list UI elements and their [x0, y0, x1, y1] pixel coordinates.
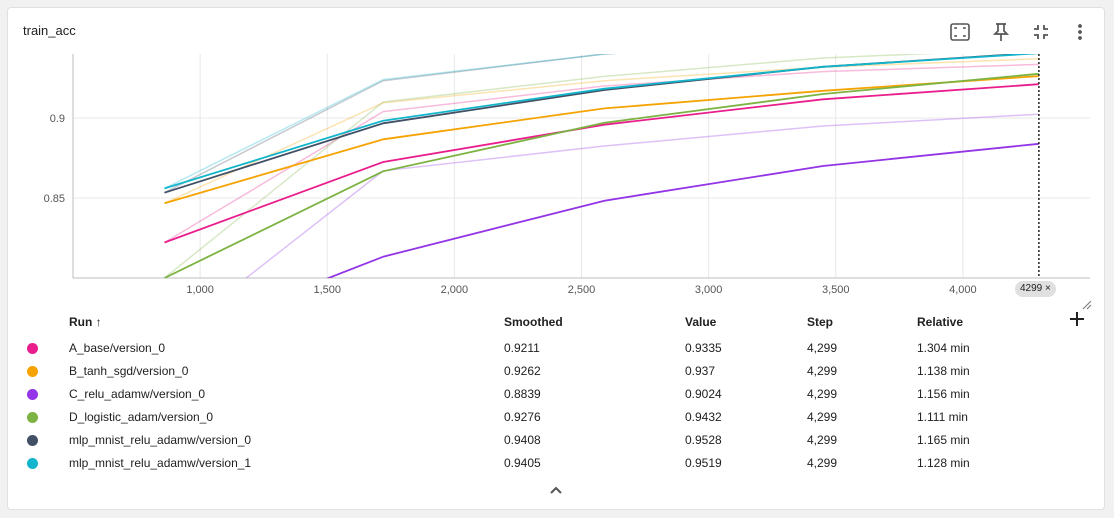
header-step[interactable]: Step	[807, 315, 834, 329]
collapse-button[interactable]	[1029, 20, 1053, 44]
collapse-icon	[1034, 25, 1048, 39]
add-column-icon[interactable]	[1067, 309, 1087, 329]
series-smoothed-line	[326, 142, 1039, 278]
step-value: 4,299	[807, 364, 838, 378]
scalar-card: train_acc 1,000 1,500 2,000 2,500 3,000 3,500…	[7, 7, 1105, 510]
raw-value: 0.9528	[685, 433, 722, 447]
resize-handle-icon[interactable]	[1082, 300, 1092, 310]
header-relative[interactable]: Relative	[917, 315, 964, 329]
run-name: B_tanh_sgd/version_0	[69, 364, 189, 378]
y-tick-label: 0.9	[50, 113, 65, 125]
series-raw-line	[245, 113, 1039, 278]
relative-time: 1.165 min	[917, 433, 970, 447]
relative-time: 1.304 min	[917, 341, 970, 355]
series-raw-line	[164, 58, 1039, 204]
header-run[interactable]: Run ↑	[69, 315, 102, 329]
table-row[interactable]: D_logistic_adam/version_0 0.9276 0.9432 4,2…	[8, 406, 1106, 429]
step-value: 4,299	[807, 341, 838, 355]
pin-button[interactable]	[989, 20, 1013, 44]
run-name: C_relu_adamw/version_0	[69, 387, 206, 401]
smoothed-value: 0.8839	[504, 387, 541, 401]
step-value: 4,299	[807, 456, 838, 470]
x-tick-label: 2,000	[441, 284, 469, 296]
card-title: train_acc	[23, 23, 76, 38]
smoothed-value: 0.9211	[504, 341, 540, 355]
table-row[interactable]: mlp_mnist_relu_adamw/version_1 0.9405 0.95…	[8, 452, 1106, 475]
run-name: A_base/version_0	[69, 341, 166, 355]
raw-value: 0.9519	[685, 456, 722, 470]
smoothed-value: 0.9408	[504, 433, 541, 447]
series-raw-line	[164, 54, 618, 194]
run-color-dot	[27, 343, 38, 354]
smoothed-value: 0.9405	[504, 456, 541, 470]
x-tick-label: 3,000	[695, 284, 723, 296]
run-name: D_logistic_adam/version_0	[69, 410, 214, 424]
header-value[interactable]: Value	[685, 315, 717, 329]
run-name: mlp_mnist_relu_adamw/version_0	[69, 433, 252, 447]
raw-value: 0.9335	[685, 341, 722, 355]
series-smoothed-line	[164, 72, 1039, 278]
raw-value: 0.9432	[685, 410, 722, 424]
relative-time: 1.156 min	[917, 387, 970, 401]
more-vert-icon	[1078, 24, 1082, 40]
step-value: 4,299	[807, 387, 838, 401]
table-row[interactable]: B_tanh_sgd/version_0 0.9262 0.937 4,299 1.13…	[8, 360, 1106, 383]
relative-time: 1.111 min	[917, 410, 968, 424]
x-tick-label: 4,000	[949, 284, 977, 296]
step-cursor-tag[interactable]: 4299 ×	[1015, 281, 1056, 297]
step-value: 4,299	[807, 410, 838, 424]
series-smoothed-line	[164, 75, 1039, 205]
table-row[interactable]: mlp_mnist_relu_adamw/version_0 0.9408 0.95…	[8, 429, 1106, 452]
x-tick-label: 1,500	[313, 284, 341, 296]
more-button[interactable]	[1068, 20, 1092, 44]
relative-time: 1.128 min	[917, 456, 970, 470]
header-smoothed[interactable]: Smoothed	[504, 315, 563, 329]
series-raw-line	[164, 54, 619, 190]
fit-domain-button[interactable]	[948, 20, 972, 44]
fit-to-screen-icon	[950, 23, 970, 41]
line-chart[interactable]: 1,000 1,500 2,000 2,500 3,000 3,500 4,000 0.85 0…	[8, 8, 1106, 308]
run-color-dot	[27, 389, 38, 400]
run-name: mlp_mnist_relu_adamw/version_1	[69, 456, 252, 470]
series-raw-line	[164, 63, 1039, 244]
table-row[interactable]: A_base/version_0 0.9211 0.9335 4,299 1.304 m…	[8, 337, 1106, 360]
pin-icon	[992, 23, 1010, 41]
x-tick-label: 2,500	[568, 284, 596, 296]
y-tick-label: 0.85	[44, 193, 65, 205]
raw-value: 0.937	[685, 364, 716, 378]
run-color-dot	[27, 366, 38, 377]
smoothed-value: 0.9276	[504, 410, 541, 424]
table-row[interactable]: C_relu_adamw/version_0 0.8839 0.9024 4,299 1…	[8, 383, 1106, 406]
chevron-up-icon[interactable]	[547, 482, 565, 500]
run-color-dot	[27, 435, 38, 446]
raw-value: 0.9024	[685, 387, 722, 401]
step-value: 4,299	[807, 433, 838, 447]
series-smoothed-line	[164, 83, 1039, 244]
run-color-dot	[27, 412, 38, 423]
smoothed-value: 0.9262	[504, 364, 541, 378]
run-color-dot	[27, 458, 38, 469]
x-tick-label: 1,000	[186, 284, 214, 296]
x-tick-label: 3,500	[822, 284, 850, 296]
series-smoothed-line	[164, 54, 1039, 190]
relative-time: 1.138 min	[917, 364, 970, 378]
